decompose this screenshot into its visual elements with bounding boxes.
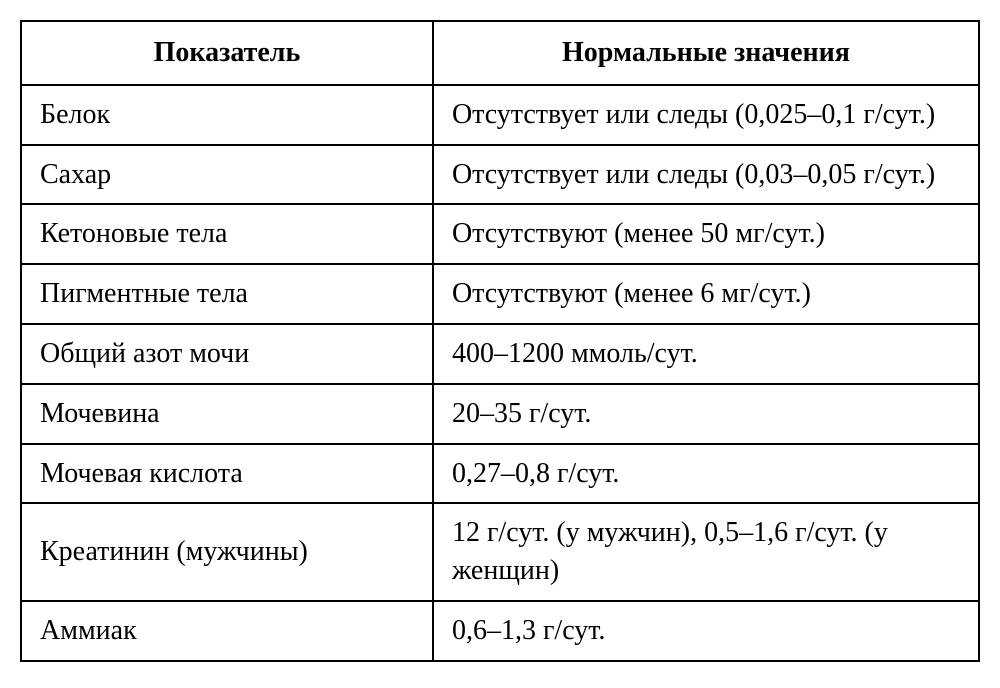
indicator-cell: Пигментные тела: [21, 264, 433, 324]
indicator-cell: Креатинин (мужчины): [21, 503, 433, 601]
table-row: Белок Отсутствует или следы (0,025–0,1 г…: [21, 85, 979, 145]
table-row: Пигментные тела Отсутствуют (менее 6 мг/…: [21, 264, 979, 324]
indicator-cell: Мочевая кислота: [21, 444, 433, 504]
table-header-row: Показатель Нормальные значения: [21, 21, 979, 85]
table-header: Показатель Нормальные значения: [21, 21, 979, 85]
indicator-cell: Общий азот мочи: [21, 324, 433, 384]
column-header-normal-values: Нормальные значения: [433, 21, 979, 85]
table-row: Общий азот мочи 400–1200 ммоль/сут.: [21, 324, 979, 384]
indicator-cell: Кетоновые тела: [21, 204, 433, 264]
indicator-cell: Сахар: [21, 145, 433, 205]
table-body: Белок Отсутствует или следы (0,025–0,1 г…: [21, 85, 979, 661]
table-row: Мочевина 20–35 г/сут.: [21, 384, 979, 444]
indicator-cell: Аммиак: [21, 601, 433, 661]
value-cell: 12 г/сут. (у мужчин), 0,5–1,6 г/сут. (у …: [433, 503, 979, 601]
value-cell: Отсутствует или следы (0,03–0,05 г/сут.): [433, 145, 979, 205]
value-cell: Отсутствуют (менее 50 мг/сут.): [433, 204, 979, 264]
table-row: Кетоновые тела Отсутствуют (менее 50 мг/…: [21, 204, 979, 264]
table-row: Мочевая кислота 0,27–0,8 г/сут.: [21, 444, 979, 504]
indicator-cell: Белок: [21, 85, 433, 145]
table-row: Сахар Отсутствует или следы (0,03–0,05 г…: [21, 145, 979, 205]
value-cell: Отсутствует или следы (0,025–0,1 г/сут.): [433, 85, 979, 145]
indicator-cell: Мочевина: [21, 384, 433, 444]
value-cell: Отсутствуют (менее 6 мг/сут.): [433, 264, 979, 324]
value-cell: 0,6–1,3 г/сут.: [433, 601, 979, 661]
value-cell: 20–35 г/сут.: [433, 384, 979, 444]
value-cell: 0,27–0,8 г/сут.: [433, 444, 979, 504]
medical-values-table-container: Показатель Нормальные значения Белок Отс…: [20, 20, 980, 662]
medical-values-table: Показатель Нормальные значения Белок Отс…: [20, 20, 980, 662]
table-row: Аммиак 0,6–1,3 г/сут.: [21, 601, 979, 661]
value-cell: 400–1200 ммоль/сут.: [433, 324, 979, 384]
table-row: Креатинин (мужчины) 12 г/сут. (у мужчин)…: [21, 503, 979, 601]
column-header-indicator: Показатель: [21, 21, 433, 85]
